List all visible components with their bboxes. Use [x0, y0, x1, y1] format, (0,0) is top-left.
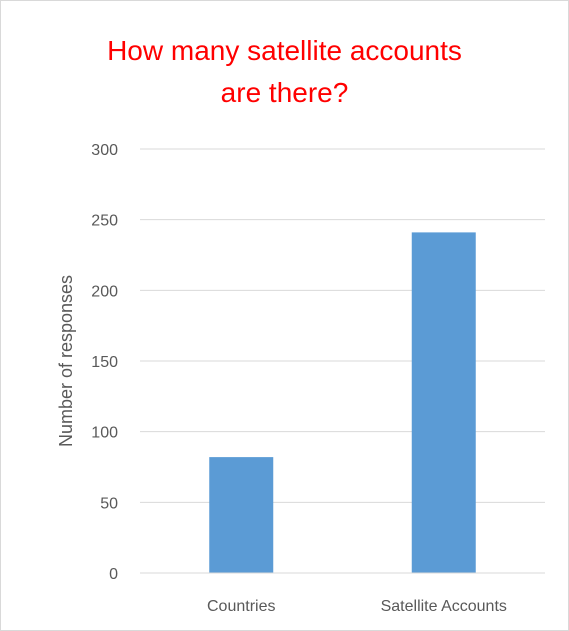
y-axis-title: Number of responses — [56, 275, 76, 447]
chart-title: How many satellite accounts are there? — [0, 30, 569, 114]
y-tick-label: 0 — [109, 566, 118, 583]
y-tick-label: 200 — [91, 283, 118, 300]
y-tick-label: 150 — [91, 354, 118, 371]
chart-title-line-1: How many satellite accounts — [107, 35, 462, 66]
x-tick-label: Countries — [207, 598, 275, 615]
y-tick-label: 300 — [91, 142, 118, 159]
gridlines — [140, 148, 545, 503]
chart-title-line-2: are there? — [220, 77, 349, 108]
y-tick-label: 50 — [100, 495, 118, 512]
y-axis-ticks: 0 50 100 150 200 250 300 — [91, 142, 118, 583]
x-axis-ticks: Countries Satellite Accounts — [207, 598, 507, 615]
y-tick-label: 250 — [91, 213, 118, 230]
bars — [209, 232, 476, 574]
bar-satellite-accounts — [411, 232, 476, 574]
y-tick-label: 100 — [91, 425, 118, 442]
x-tick-label: Satellite Accounts — [381, 598, 507, 615]
bar-countries — [209, 457, 274, 573]
